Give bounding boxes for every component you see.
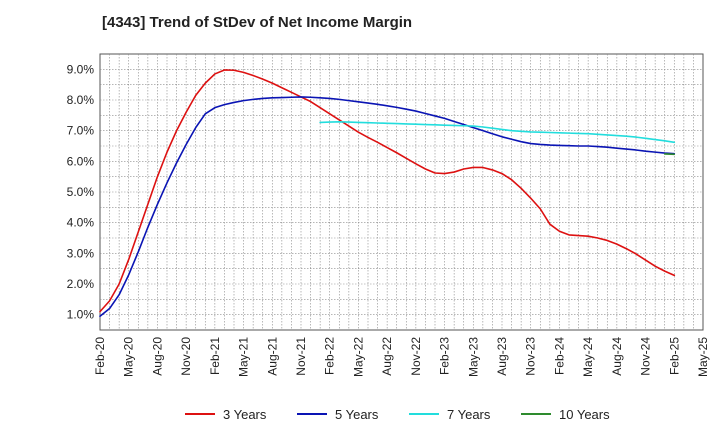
chart-title: [4343] Trend of StDev of Net Income Marg… [102, 14, 413, 31]
x-tick-label: May-23 [466, 337, 480, 377]
x-tick-label: Nov-22 [409, 337, 423, 376]
x-tick-label: Feb-22 [323, 337, 337, 375]
y-tick-label: 5.0% [67, 185, 95, 199]
y-tick-label: 6.0% [67, 154, 95, 168]
legend-label: 10 Years [559, 407, 610, 422]
x-tick-label: Feb-20 [93, 337, 107, 375]
x-tick-label: Aug-23 [495, 337, 509, 376]
x-tick-label: Nov-24 [639, 337, 653, 376]
x-tick-label: Feb-24 [552, 337, 566, 375]
series-line-5-years [99, 96, 676, 317]
series-line-7-years [319, 120, 676, 144]
x-tick-label: Aug-24 [610, 337, 624, 376]
x-tick-label: Feb-23 [438, 337, 452, 375]
x-tick-label: Nov-21 [294, 337, 308, 376]
x-tick-label: May-22 [351, 337, 365, 377]
y-tick-label: 8.0% [67, 93, 95, 107]
x-tick-label: Feb-21 [208, 337, 222, 375]
y-tick-label: 7.0% [67, 124, 95, 138]
y-tick-label: 3.0% [67, 246, 95, 260]
legend-label: 3 Years [223, 407, 267, 422]
y-tick-label: 9.0% [67, 62, 95, 76]
x-tick-label: Nov-20 [179, 337, 193, 376]
x-tick-label: May-24 [581, 337, 595, 377]
x-tick-label: May-25 [696, 337, 710, 377]
x-tick-label: Aug-21 [265, 337, 279, 376]
series-line-3-years [99, 69, 676, 313]
x-tick-label: Aug-22 [380, 337, 394, 376]
x-tick-label: May-21 [237, 337, 251, 377]
legend-label: 7 Years [447, 407, 491, 422]
legend-label: 5 Years [335, 407, 379, 422]
x-tick-label: Feb-25 [667, 337, 681, 375]
x-tick-label: Aug-20 [150, 337, 164, 376]
x-tick-label: Nov-23 [524, 337, 538, 376]
y-tick-label: 4.0% [67, 216, 95, 230]
y-tick-label: 2.0% [67, 277, 95, 291]
y-tick-label: 1.0% [67, 308, 95, 322]
x-tick-label: May-20 [122, 337, 136, 377]
